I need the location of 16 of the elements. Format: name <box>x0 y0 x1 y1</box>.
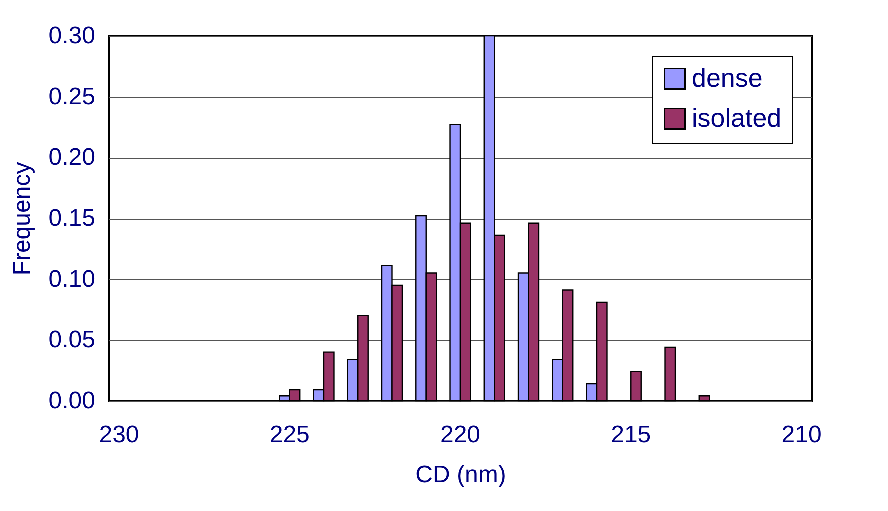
y-tick-label: 0.25 <box>48 83 96 110</box>
y-tick-label: 0.30 <box>48 22 96 50</box>
x-tick-label: 210 <box>782 422 822 448</box>
x-tick-label: 230 <box>99 422 140 448</box>
legend-label: dense <box>692 63 763 93</box>
y-tick-label: 0.05 <box>48 326 96 354</box>
x-tick-label: 225 <box>270 422 310 448</box>
x-tick-label: 220 <box>440 422 481 448</box>
y-tick-label: 0.20 <box>48 144 96 172</box>
y-tick-label: 0.15 <box>48 205 96 232</box>
y-tick-label: 0.00 <box>48 388 96 414</box>
legend-label: isolated <box>692 103 782 133</box>
y-tick-label: 0.10 <box>48 266 96 293</box>
x-axis-title: CD (nm) <box>416 462 506 488</box>
x-tick-label: 215 <box>611 422 652 448</box>
y-axis-title: Frequency <box>8 162 36 276</box>
